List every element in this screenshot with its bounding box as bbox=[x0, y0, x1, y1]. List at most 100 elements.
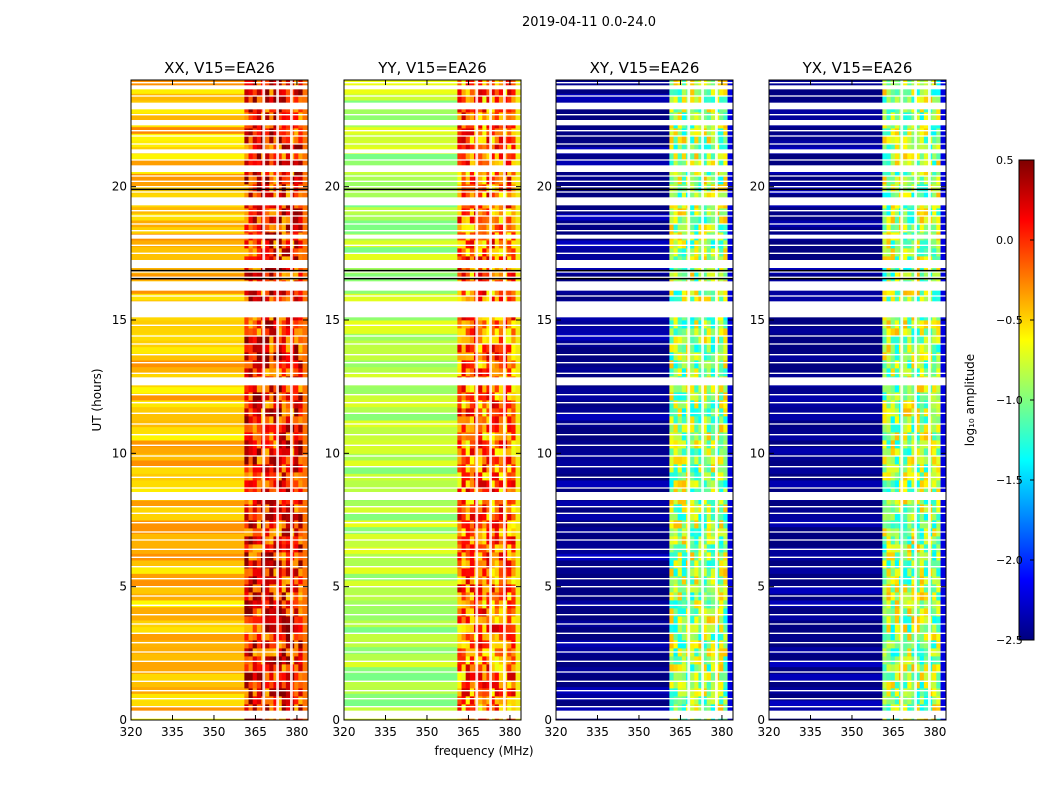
heat-cell bbox=[706, 608, 712, 617]
heat-cell bbox=[706, 496, 712, 505]
heat-cell bbox=[706, 160, 712, 169]
heat-cell bbox=[932, 440, 937, 449]
heat-cell bbox=[265, 208, 270, 217]
heat-cell bbox=[923, 680, 929, 689]
heat-cell bbox=[890, 704, 896, 713]
heat-cell bbox=[498, 384, 504, 393]
heat-row bbox=[769, 586, 883, 594]
heat-cell bbox=[886, 248, 892, 257]
heat-cell bbox=[710, 440, 716, 449]
heat-cell bbox=[478, 392, 483, 401]
heat-cell bbox=[673, 224, 679, 233]
frequency-gap bbox=[715, 80, 718, 720]
heat-cell bbox=[710, 328, 716, 337]
heat-cell bbox=[719, 144, 724, 153]
heat-cell bbox=[882, 368, 887, 377]
heat-row bbox=[769, 246, 883, 254]
heat-cell bbox=[511, 136, 516, 145]
heat-cell bbox=[702, 288, 708, 297]
heat-cell bbox=[936, 520, 941, 529]
heat-cell bbox=[919, 704, 925, 713]
heat-cell bbox=[269, 240, 274, 249]
heat-cell bbox=[932, 464, 937, 473]
heat-cell bbox=[465, 152, 471, 161]
heat-cell bbox=[277, 480, 283, 489]
heat-cell bbox=[690, 600, 695, 609]
heat-cell bbox=[486, 176, 491, 185]
heat-cell bbox=[673, 560, 679, 569]
heat-cell bbox=[281, 352, 287, 361]
heat-cell bbox=[915, 384, 921, 393]
heat-cell bbox=[882, 568, 887, 577]
heat-cell bbox=[669, 416, 674, 425]
heat-cell bbox=[936, 664, 941, 673]
heat-cell bbox=[281, 576, 287, 585]
heat-row bbox=[344, 653, 458, 661]
y-tick-label: 15 bbox=[537, 313, 552, 327]
heat-cell bbox=[698, 576, 703, 585]
heat-cell bbox=[669, 584, 674, 593]
heat-cell bbox=[903, 464, 908, 473]
heat-cell bbox=[907, 424, 912, 433]
heat-row bbox=[556, 606, 670, 614]
heat-cell bbox=[673, 288, 679, 297]
heat-cell bbox=[457, 456, 462, 465]
heat-cell bbox=[298, 360, 303, 369]
heat-cell bbox=[890, 616, 896, 625]
heat-cell bbox=[923, 584, 929, 593]
heat-cell bbox=[932, 344, 937, 353]
flagged-interval bbox=[556, 301, 733, 318]
heat-cell bbox=[903, 696, 908, 705]
heat-cell bbox=[285, 296, 291, 305]
heat-cell bbox=[694, 224, 699, 233]
heat-row bbox=[131, 400, 245, 408]
heat-row bbox=[769, 433, 883, 441]
heat-cell bbox=[461, 416, 467, 425]
heat-cell bbox=[681, 424, 687, 433]
heat-cell bbox=[690, 320, 695, 329]
heat-cell bbox=[281, 600, 287, 609]
heat-cell bbox=[694, 168, 699, 177]
heat-cell bbox=[673, 328, 679, 337]
flagged-interval bbox=[556, 281, 733, 291]
heat-cell bbox=[673, 704, 679, 713]
heat-cell bbox=[277, 88, 283, 97]
heat-cell bbox=[294, 600, 299, 609]
heat-cell bbox=[294, 112, 299, 121]
heat-cell bbox=[244, 576, 249, 585]
panel-xy-frame bbox=[555, 79, 734, 721]
heat-cell bbox=[298, 400, 303, 409]
heat-cell bbox=[915, 248, 921, 257]
heat-cell bbox=[461, 208, 467, 217]
heat-cell bbox=[723, 624, 728, 633]
heat-cell bbox=[507, 512, 512, 521]
heat-cell bbox=[294, 240, 299, 249]
heat-cell bbox=[706, 80, 712, 89]
heat-cell bbox=[673, 152, 679, 161]
heat-cell bbox=[681, 192, 687, 201]
heat-cell bbox=[723, 544, 728, 553]
heat-cell bbox=[498, 696, 504, 705]
heat-cell bbox=[494, 336, 500, 345]
heat-cell bbox=[269, 672, 274, 681]
heat-cell bbox=[490, 608, 496, 617]
heat-cell bbox=[690, 464, 695, 473]
heat-cell bbox=[694, 96, 699, 105]
heat-cell bbox=[915, 672, 921, 681]
heat-cell bbox=[890, 296, 896, 305]
heat-cell bbox=[669, 384, 674, 393]
heat-cell bbox=[265, 80, 270, 89]
heat-cell bbox=[923, 288, 929, 297]
heat-cell bbox=[252, 688, 258, 697]
heat-cell bbox=[903, 264, 908, 273]
heat-cell bbox=[465, 384, 471, 393]
heat-row bbox=[556, 93, 670, 101]
heat-cell bbox=[252, 296, 258, 305]
heat-cell bbox=[269, 696, 274, 705]
heat-cell bbox=[911, 640, 916, 649]
heat-cell bbox=[698, 696, 703, 705]
heat-cell bbox=[694, 560, 699, 569]
heat-cell bbox=[294, 360, 299, 369]
heat-row bbox=[344, 700, 458, 708]
heat-cell bbox=[465, 624, 471, 633]
